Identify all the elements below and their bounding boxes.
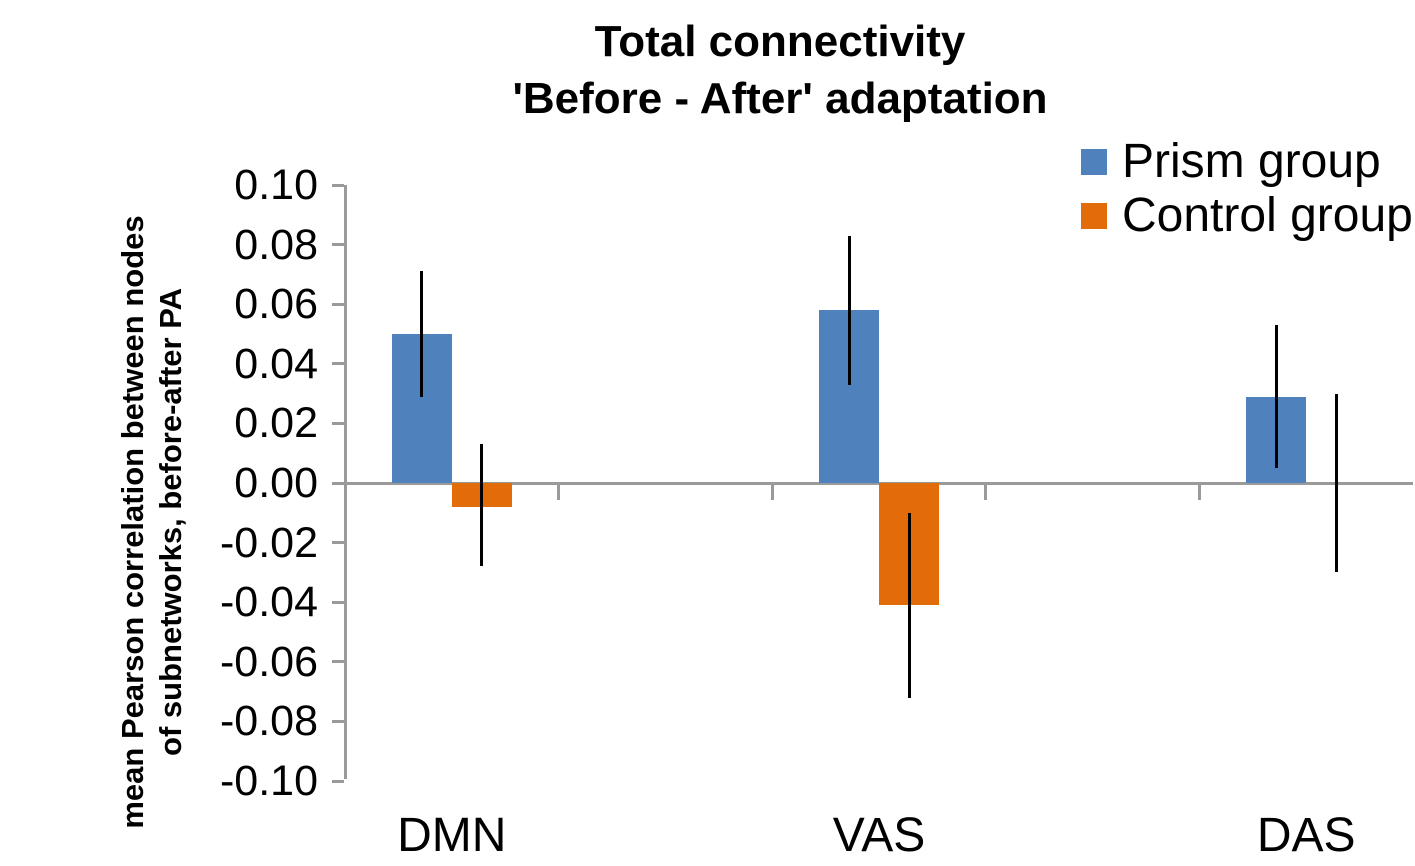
legend-label-prism-group: Prism group [1122, 135, 1381, 188]
error-bar-dmn-prism-group [420, 271, 424, 397]
prism-group-swatch-icon [1081, 149, 1107, 175]
error-bar-das-prism-group [1274, 325, 1278, 469]
control-group-swatch-icon [1081, 203, 1107, 229]
y-tick-mark [331, 362, 344, 366]
y-tick-label: -0.04 [219, 578, 318, 627]
y-tick-label: 0.06 [234, 280, 318, 329]
y-tick-label: -0.06 [219, 637, 318, 686]
x-tick-mark [984, 484, 988, 500]
y-tick-label: 0.00 [234, 459, 318, 507]
y-tick-label: 0.10 [234, 161, 318, 209]
y-tick-mark [331, 660, 344, 664]
y-tick-label: 0.02 [234, 399, 318, 448]
x-category-label-das: DAS [1256, 809, 1356, 862]
legend-label-control-group: Control group [1122, 189, 1413, 242]
y-tick-label: 0.08 [234, 220, 318, 269]
y-tick-mark [331, 421, 344, 425]
y-tick-label: -0.02 [219, 518, 318, 567]
error-bar-vas-control-group [907, 512, 911, 698]
chart-title-line1: Total connectivity [594, 17, 966, 66]
x-tick-mark [557, 484, 561, 500]
y-tick-label: -0.10 [219, 757, 318, 805]
legend-item-control-group: Control group [1081, 189, 1413, 243]
y-tick-mark [331, 243, 344, 247]
x-axis-line [343, 481, 1413, 485]
chart-title: Total connectivity 'Before - After' adap… [345, 13, 1215, 127]
y-tick-mark [331, 302, 344, 306]
y-tick-mark [331, 719, 344, 723]
y-tick-mark [331, 541, 344, 545]
y-tick-mark [331, 481, 344, 485]
y-tick-label: 0.04 [234, 339, 318, 388]
y-tick-label: -0.08 [219, 697, 318, 746]
y-tick-mark [331, 779, 344, 783]
legend: Prism group Control group [1081, 135, 1413, 243]
y-tick-mark [331, 600, 344, 604]
x-tick-mark [1197, 484, 1201, 500]
y-tick-mark [331, 183, 344, 187]
x-category-label-vas: VAS [832, 809, 926, 862]
error-bar-dmn-control-group [480, 444, 484, 567]
legend-item-prism-group: Prism group [1081, 135, 1413, 189]
x-category-label-dmn: DMN [397, 809, 507, 862]
x-tick-mark [770, 484, 774, 500]
error-bar-das-control-group [1334, 393, 1338, 573]
error-bar-vas-prism-group [847, 235, 851, 385]
chart-title-line2: 'Before - After' adaptation [512, 74, 1048, 123]
